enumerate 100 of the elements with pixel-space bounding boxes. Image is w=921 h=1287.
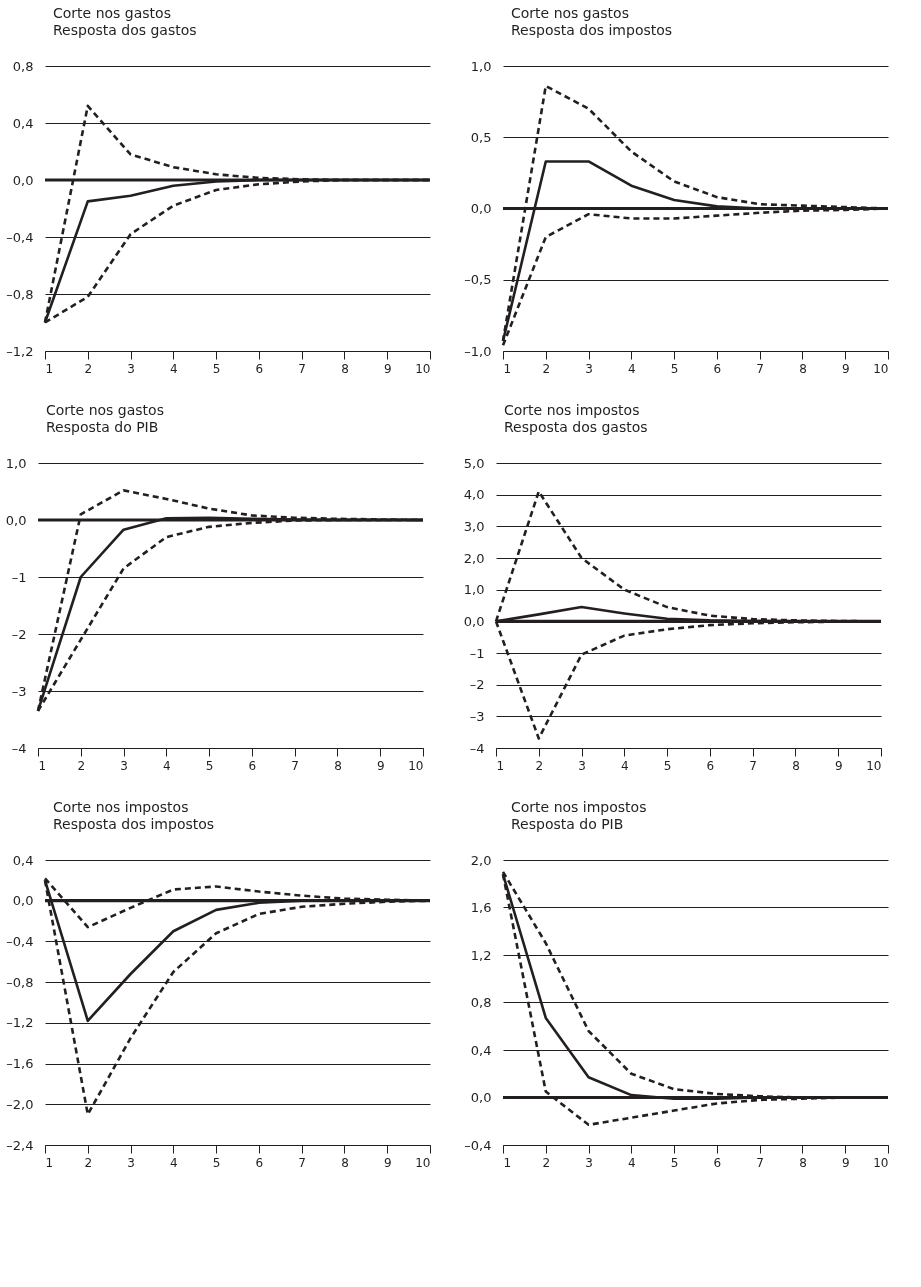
x-tick-label: 6 (248, 758, 257, 773)
y-tick-label: –1,0 (464, 343, 492, 359)
y-tick-label: 0,4 (470, 1042, 492, 1058)
x-tick-label: 5 (670, 361, 679, 376)
y-tick-label: 0,0 (5, 512, 27, 528)
x-tick-label: 10 (866, 758, 882, 773)
x-tick-label: 7 (756, 361, 764, 376)
y-tick-label: 0,8 (12, 58, 34, 74)
x-tick-label: 1 (503, 361, 512, 376)
y-tick-label: 1,0 (5, 455, 27, 471)
x-tick-label: 3 (127, 1155, 135, 1170)
x-tick-label: 8 (341, 361, 349, 376)
y-tick-label: –3 (11, 683, 27, 699)
x-tick-label: 10 (415, 1155, 431, 1170)
x-tick-label: 8 (792, 758, 800, 773)
x-tick-label: 2 (542, 1155, 551, 1170)
chart-subtitle: Resposta dos impostos (53, 816, 215, 832)
y-tick-label: 0,0 (12, 172, 34, 188)
x-tick-label: 10 (408, 758, 424, 773)
x-tick-label: 9 (383, 361, 392, 376)
x-tick-label: 1 (503, 1155, 512, 1170)
y-tick-label: –0,4 (6, 933, 34, 949)
x-tick-label: 7 (298, 361, 306, 376)
y-tick-label: 1,2 (470, 947, 492, 963)
y-tick-label: –0,4 (6, 229, 34, 245)
y-tick-label: 0,8 (470, 995, 492, 1010)
x-tick-label: 4 (628, 361, 636, 376)
x-tick-label: 1 (45, 1155, 54, 1170)
y-tick-label: 0,0 (470, 201, 492, 216)
x-tick-label: 4 (628, 1155, 636, 1170)
x-tick-label: 1 (496, 758, 505, 773)
y-tick-label: –1,6 (6, 1056, 34, 1072)
x-tick-label: 1 (38, 758, 47, 773)
x-tick-label: 9 (376, 758, 385, 773)
x-tick-label: 3 (120, 758, 128, 773)
chart-subtitle: Resposta dos impostos (511, 22, 673, 38)
y-tick-label: 5,0 (463, 455, 485, 471)
y-tick-label: 1,6 (470, 900, 492, 915)
x-tick-label: 2 (535, 758, 544, 773)
x-tick-label: 9 (834, 758, 843, 773)
chart-subtitle: Resposta do PIB (511, 816, 624, 832)
y-tick-label: –4 (469, 740, 485, 756)
x-tick-label: 1 (45, 361, 54, 376)
x-tick-label: 6 (713, 1155, 722, 1170)
x-tick-label: 10 (873, 1155, 889, 1170)
x-tick-label: 9 (841, 1155, 850, 1170)
x-tick-label: 4 (170, 361, 178, 376)
y-tick-label: –3 (469, 708, 485, 724)
x-tick-label: 2 (77, 758, 86, 773)
chart-subtitle: Resposta dos gastos (504, 419, 648, 435)
x-tick-label: 7 (291, 758, 299, 773)
y-tick-label: 0,0 (470, 1090, 492, 1105)
x-tick-label: 6 (255, 361, 264, 376)
x-tick-label: 6 (255, 1155, 264, 1170)
x-tick-label: 5 (205, 758, 214, 773)
x-tick-label: 5 (670, 1155, 679, 1170)
x-tick-label: 5 (663, 758, 672, 773)
x-tick-label: 8 (799, 1155, 807, 1170)
y-tick-label: –1 (11, 569, 27, 585)
x-tick-label: 6 (713, 361, 722, 376)
x-tick-label: 2 (542, 361, 551, 376)
x-tick-label: 3 (585, 1155, 593, 1170)
x-tick-label: 9 (841, 361, 850, 376)
y-tick-label: 0,5 (470, 129, 492, 145)
x-tick-label: 4 (170, 1155, 178, 1170)
x-tick-label: 8 (341, 1155, 349, 1170)
y-tick-label: 4,0 (463, 487, 485, 503)
x-tick-label: 5 (212, 1155, 221, 1170)
chart-title: Corte nos gastos (53, 5, 171, 21)
x-tick-label: 4 (621, 758, 629, 773)
x-tick-label: 2 (84, 361, 93, 376)
y-tick-label: –4 (11, 740, 27, 756)
x-tick-label: 10 (415, 361, 431, 376)
x-tick-label: 3 (127, 361, 135, 376)
chart-title: Corte nos impostos (53, 799, 189, 815)
y-tick-label: 2,0 (470, 852, 492, 868)
y-tick-label: –0,8 (6, 974, 34, 990)
x-tick-label: 3 (585, 361, 593, 376)
x-tick-label: 8 (334, 758, 342, 773)
y-tick-label: –0,5 (464, 272, 492, 288)
chart-title: Corte nos gastos (511, 5, 629, 21)
x-tick-label: 7 (749, 758, 757, 773)
x-tick-label: 6 (706, 758, 715, 773)
y-tick-label: 1,0 (470, 58, 492, 74)
y-tick-label: –0,8 (6, 286, 34, 302)
x-tick-label: 9 (383, 1155, 392, 1170)
chart-title: Corte nos impostos (504, 402, 640, 418)
y-tick-label: –1 (469, 645, 485, 661)
y-tick-label: –2 (11, 626, 27, 642)
chart-title: Corte nos gastos (46, 402, 164, 418)
chart-subtitle: Resposta dos gastos (53, 22, 197, 38)
y-tick-label: –2,0 (6, 1096, 34, 1112)
chart-title: Corte nos impostos (511, 799, 647, 815)
x-tick-label: 7 (298, 1155, 306, 1170)
x-tick-label: 8 (799, 361, 807, 376)
y-tick-label: –0,4 (464, 1137, 492, 1153)
x-tick-label: 2 (84, 1155, 93, 1170)
y-tick-label: 0,4 (12, 852, 34, 868)
x-tick-label: 3 (578, 758, 586, 773)
y-tick-label: 3,0 (463, 518, 485, 534)
